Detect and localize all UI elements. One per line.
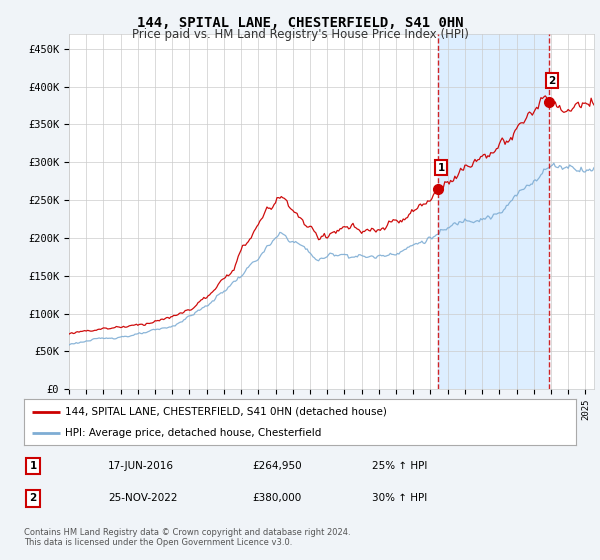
Text: Contains HM Land Registry data © Crown copyright and database right 2024.
This d: Contains HM Land Registry data © Crown c…	[24, 528, 350, 547]
Text: £380,000: £380,000	[252, 493, 301, 503]
Text: 30% ↑ HPI: 30% ↑ HPI	[372, 493, 427, 503]
Bar	[439, 34, 549, 389]
Text: Price paid vs. HM Land Registry's House Price Index (HPI): Price paid vs. HM Land Registry's House …	[131, 28, 469, 41]
Text: 17-JUN-2016: 17-JUN-2016	[108, 461, 174, 471]
Text: 2: 2	[29, 493, 37, 503]
Text: 144, SPITAL LANE, CHESTERFIELD, S41 0HN: 144, SPITAL LANE, CHESTERFIELD, S41 0HN	[137, 16, 463, 30]
Text: 1: 1	[437, 162, 445, 172]
Text: 2: 2	[548, 76, 556, 86]
Text: 25-NOV-2022: 25-NOV-2022	[108, 493, 178, 503]
Text: 1: 1	[29, 461, 37, 471]
Text: 25% ↑ HPI: 25% ↑ HPI	[372, 461, 427, 471]
Text: £264,950: £264,950	[252, 461, 302, 471]
Text: HPI: Average price, detached house, Chesterfield: HPI: Average price, detached house, Ches…	[65, 428, 322, 438]
Text: 144, SPITAL LANE, CHESTERFIELD, S41 0HN (detached house): 144, SPITAL LANE, CHESTERFIELD, S41 0HN …	[65, 407, 387, 417]
